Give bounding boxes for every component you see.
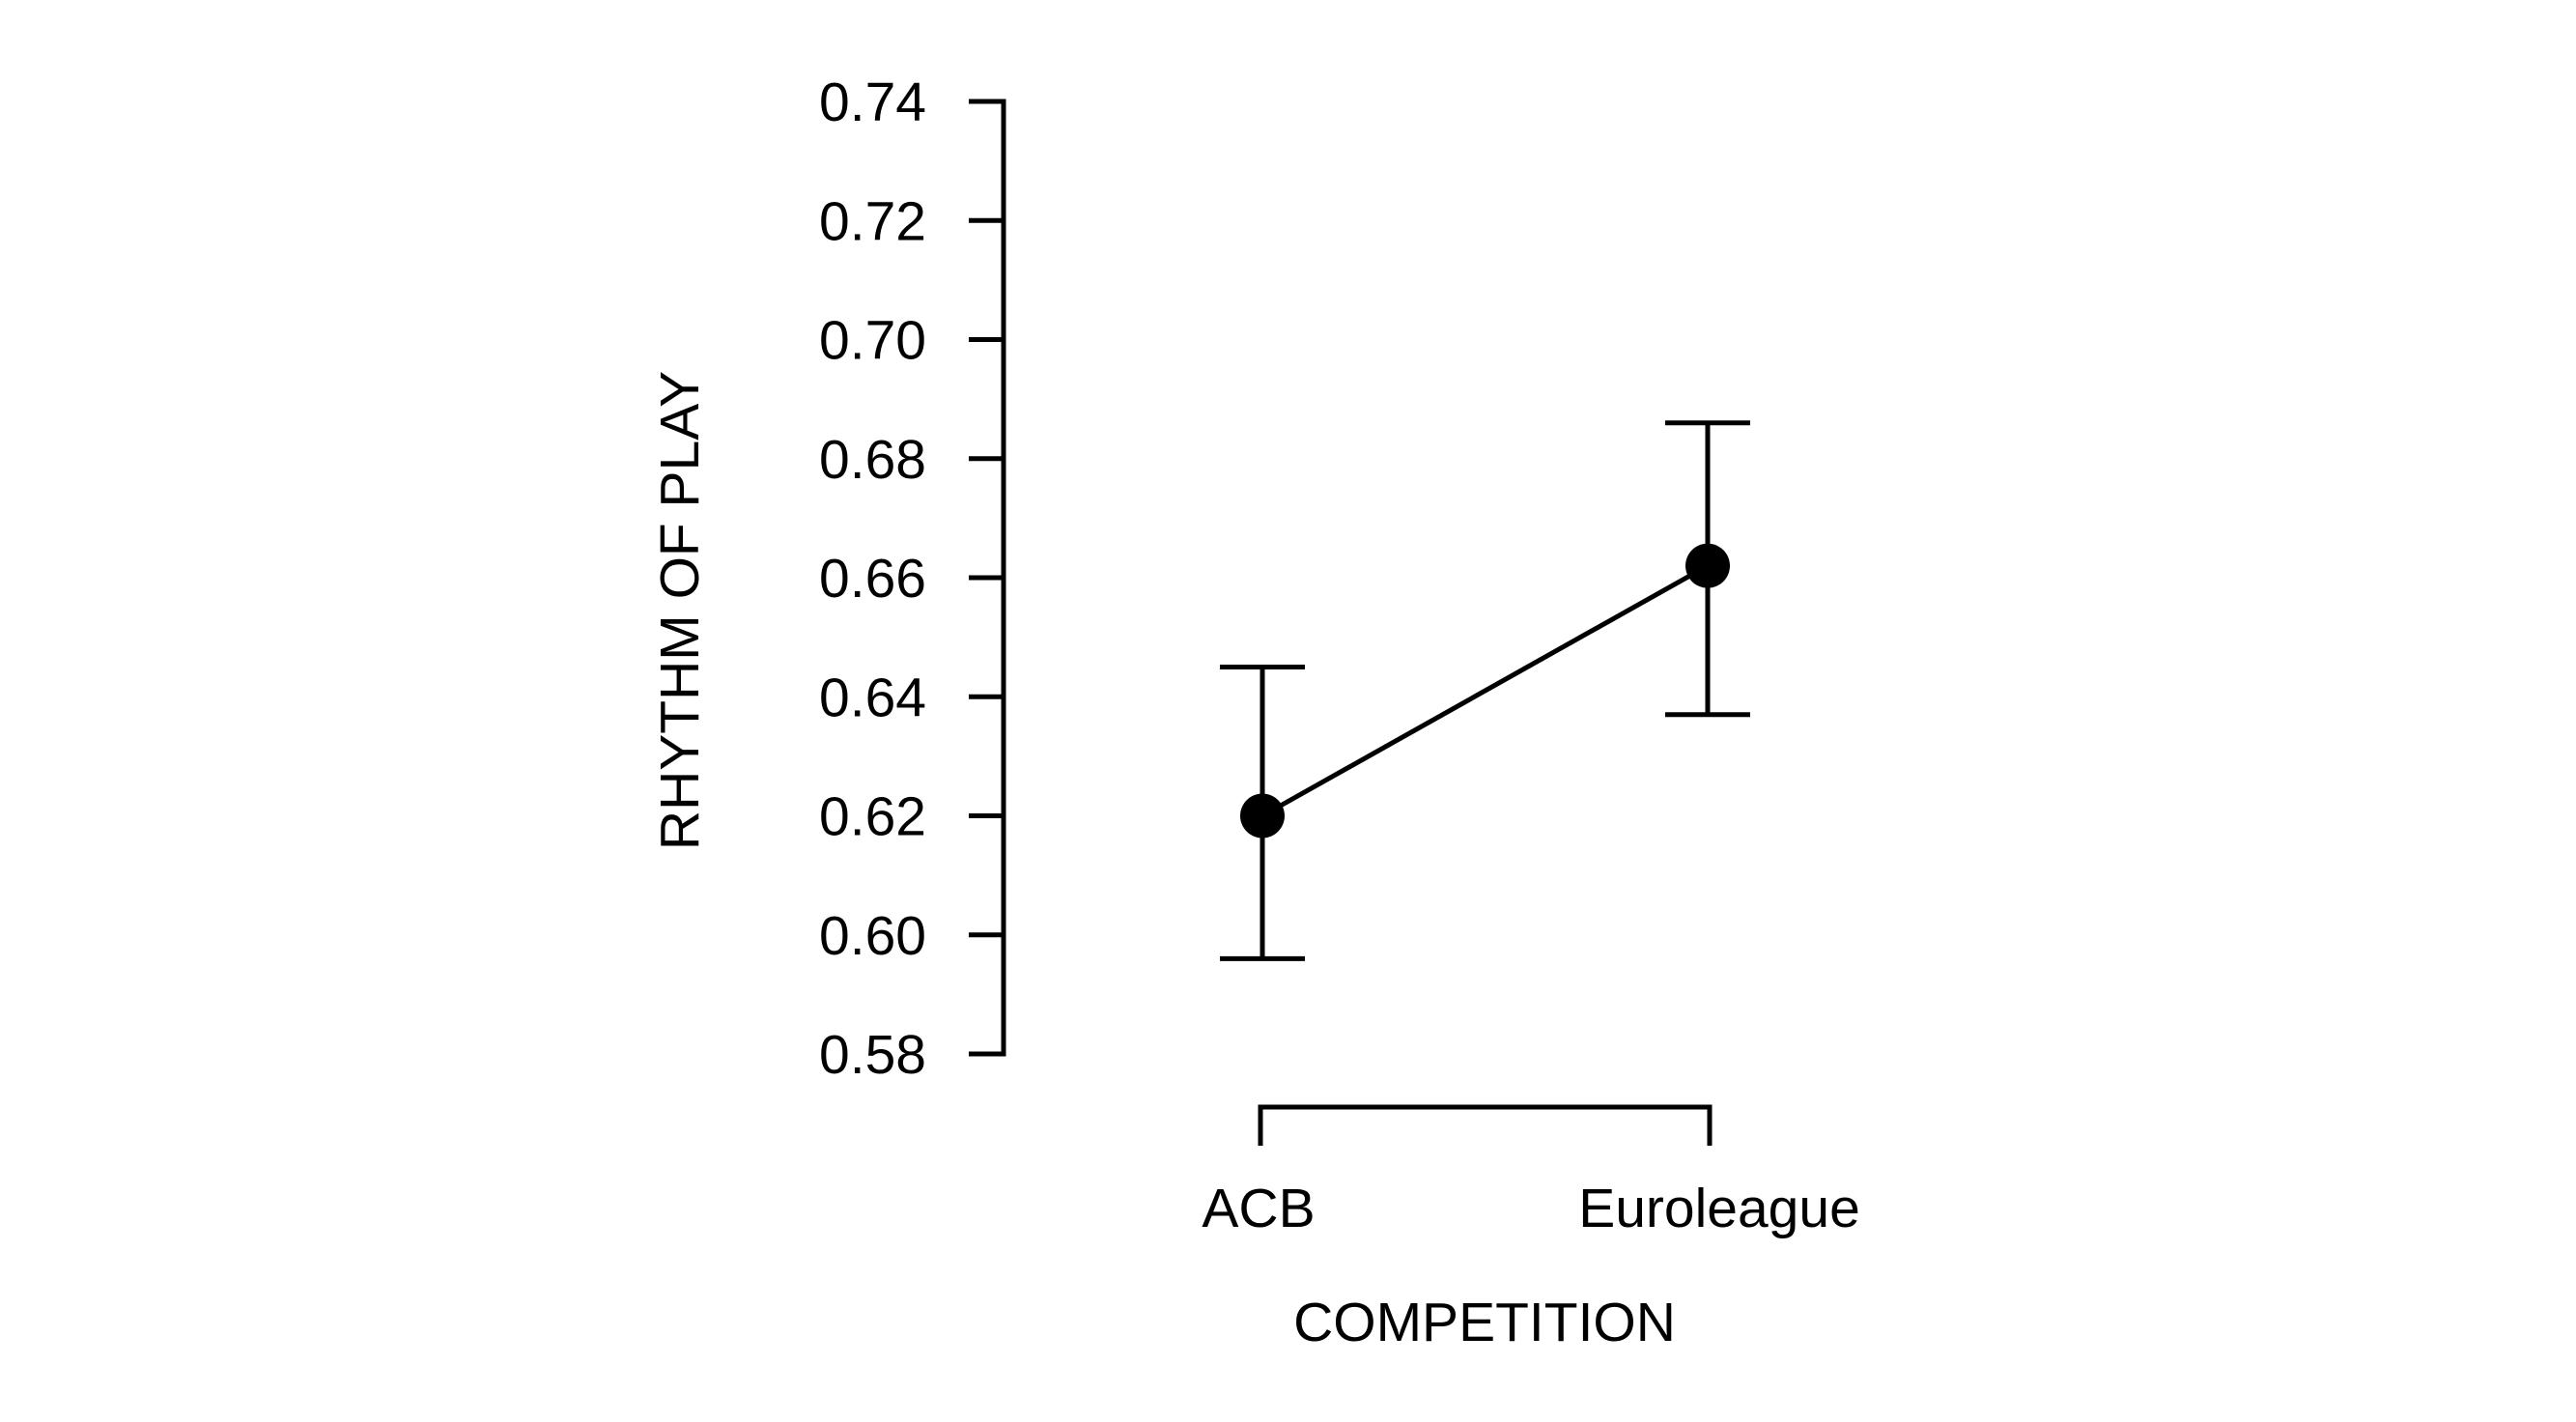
x-axis-bracket [1258,1104,1713,1146]
x-tick-label: Euroleague [1578,1178,1860,1239]
x-tick-label: ACB [1202,1178,1315,1239]
y-axis-title: RHYTHM OF PLAY [649,371,711,850]
y-tick-label: 0.68 [819,429,926,491]
y-tick-label: 0.60 [819,905,926,967]
y-tick-label: 0.70 [819,310,926,372]
y-tick-label: 0.74 [819,71,926,133]
y-tick-label: 0.64 [819,667,926,728]
plot-area [1220,420,1750,961]
y-tick-label: 0.62 [819,786,926,848]
x-axis-title: COMPETITION [1293,1292,1676,1353]
x-axis: ACB Euroleague [1202,1104,1860,1239]
series-line [1260,563,1710,818]
data-point-euroleague [1685,543,1730,588]
y-axis: 0.58 0.60 0.62 0.64 0.66 0.68 0.70 0.72 0.74 [819,71,1006,1086]
y-tick-label: 0.66 [819,548,926,610]
y-tick-label: 0.72 [819,190,926,252]
data-point-acb [1240,793,1285,839]
y-tick-label: 0.58 [819,1024,926,1086]
